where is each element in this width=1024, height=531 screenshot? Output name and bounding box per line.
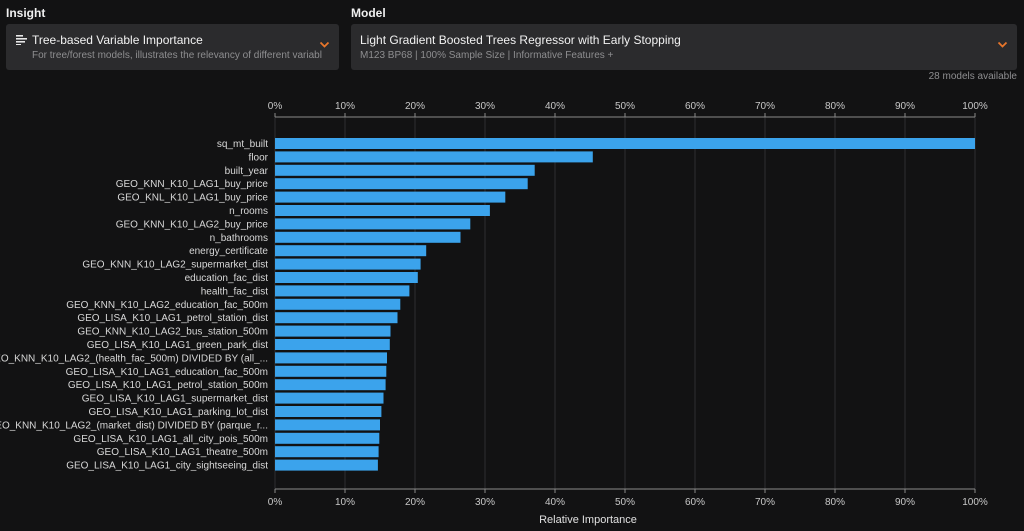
x-tick-label: 0% [268, 101, 283, 112]
x-tick-label: 90% [895, 497, 915, 508]
category-label: GEO_KNN_K10_LAG2_(market_dist) DIVIDED B… [0, 420, 268, 431]
category-label: GEO_KNN_K10_LAG2_supermarket_dist [82, 260, 268, 271]
bars [275, 138, 975, 471]
category-label: education_fac_dist [185, 273, 269, 284]
x-tick-label: 0% [268, 497, 283, 508]
x-tick-label: 60% [685, 497, 705, 508]
x-tick-label: 30% [475, 101, 495, 112]
bar[interactable] [275, 178, 528, 190]
bar[interactable] [275, 138, 975, 149]
category-label: GEO_LISA_K10_LAG1_parking_lot_dist [88, 407, 268, 418]
bar[interactable] [275, 205, 490, 216]
x-tick-label: 20% [405, 101, 425, 112]
list-icon [16, 35, 27, 45]
bar[interactable] [275, 285, 410, 297]
x-tick-label: 10% [335, 101, 355, 112]
x-tick-label: 70% [755, 101, 775, 112]
x-tick-label: 100% [962, 101, 988, 112]
category-label: energy_certificate [189, 246, 268, 257]
x-tick-label: 80% [825, 497, 845, 508]
category-label: sq_mt_built [217, 139, 268, 150]
category-label: GEO_KNN_K10_LAG1_buy_price [116, 179, 269, 190]
top-axis: 0% 10% 20% 30% 40% 50% 60% 70% 80% 90% 100% [268, 101, 988, 118]
model-title: Light Gradient Boosted Trees Regressor w… [360, 33, 681, 47]
bar[interactable] [275, 352, 387, 364]
category-label: health_fac_dist [201, 286, 268, 297]
x-tick-label: 10% [335, 497, 355, 508]
model-selector[interactable]: Light Gradient Boosted Trees Regressor w… [351, 24, 1017, 70]
chevron-down-icon[interactable] [319, 41, 330, 49]
bar[interactable] [275, 379, 386, 391]
bar[interactable] [275, 419, 380, 431]
category-label: GEO_LISA_K10_LAG1_petrol_station_500m [68, 380, 268, 391]
chevron-down-icon[interactable] [997, 41, 1008, 49]
x-tick-label: 40% [545, 497, 565, 508]
x-tick-label: 40% [545, 101, 565, 112]
category-label: floor [249, 152, 269, 163]
x-tick-label: 50% [615, 101, 635, 112]
x-tick-label: 30% [475, 497, 495, 508]
x-tick-label: 80% [825, 101, 845, 112]
category-label: GEO_KNN_K10_LAG2_buy_price [116, 219, 269, 230]
category-label: GEO_LISA_K10_LAG1_petrol_station_dist [77, 313, 268, 324]
x-tick-label: 100% [962, 497, 988, 508]
bar[interactable] [275, 272, 418, 283]
models-available-count: 28 models available [928, 71, 1017, 82]
model-label: Model [351, 6, 386, 20]
bottom-axis: 0% 10% 20% 30% 40% 50% 60% 70% 80% 90% 100% [268, 488, 988, 508]
bar[interactable] [275, 432, 380, 444]
x-tick-label: 50% [615, 497, 635, 508]
bar[interactable] [275, 312, 398, 324]
x-tick-label: 70% [755, 497, 775, 508]
bar[interactable] [275, 231, 461, 243]
model-subtitle: M123 BP68 | 100% Sample Size | Informati… [360, 50, 614, 61]
insight-selector[interactable]: Tree-based Variable Importance For tree/… [6, 24, 339, 70]
x-tick-label: 20% [405, 497, 425, 508]
category-label: GEO_LISA_K10_LAG1_green_park_dist [87, 340, 268, 351]
category-label: n_rooms [229, 206, 268, 217]
bar[interactable] [275, 164, 535, 176]
bar[interactable] [275, 151, 593, 163]
category-label: GEO_LISA_K10_LAG1_supermarket_dist [82, 394, 268, 405]
bar[interactable] [275, 406, 382, 417]
x-axis-title: Relative Importance [539, 514, 637, 526]
category-label: GEO_LISA_K10_LAG1_theatre_500m [97, 447, 268, 458]
category-label: GEO_KNN_K10_LAG2_(health_fac_500m) DIVID… [0, 353, 268, 364]
bar[interactable] [275, 218, 471, 230]
bar[interactable] [275, 459, 378, 471]
bar[interactable] [275, 245, 427, 257]
bar[interactable] [275, 339, 390, 350]
insight-title: Tree-based Variable Importance [32, 33, 203, 47]
category-label: n_bathrooms [210, 233, 268, 244]
category-label: GEO_LISA_K10_LAG1_all_city_pois_500m [73, 434, 268, 445]
bar[interactable] [275, 298, 401, 310]
insight-label: Insight [6, 6, 46, 20]
bar[interactable] [275, 191, 506, 203]
bar[interactable] [275, 258, 421, 270]
category-label: GEO_KNN_K10_LAG2_bus_station_500m [77, 327, 268, 338]
bar[interactable] [275, 365, 387, 377]
bar[interactable] [275, 325, 391, 337]
category-label: built_year [225, 166, 269, 177]
x-tick-label: 60% [685, 101, 705, 112]
category-label: GEO_LISA_K10_LAG1_city_sightseeing_dist [66, 461, 268, 472]
bar[interactable] [275, 446, 379, 458]
category-label: GEO_LISA_K10_LAG1_education_fac_500m [66, 367, 268, 378]
insight-subtitle: For tree/forest models, illustrates the … [32, 50, 322, 61]
category-label: GEO_KNL_K10_LAG1_buy_price [117, 193, 268, 204]
category-label: GEO_KNN_K10_LAG2_education_fac_500m [66, 300, 268, 311]
x-tick-label: 90% [895, 101, 915, 112]
bar[interactable] [275, 392, 384, 404]
